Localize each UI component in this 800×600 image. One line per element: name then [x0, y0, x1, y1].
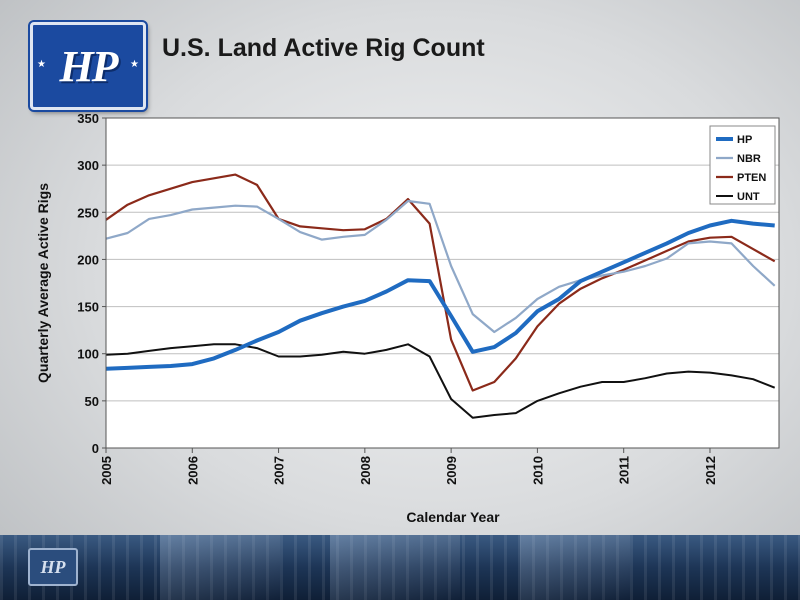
x-tick-label: 2012 [703, 456, 718, 485]
x-tick-label: 2010 [530, 456, 545, 485]
company-logo: ★ HP ★ [30, 22, 146, 110]
legend: HP NBR PTEN UNT [709, 125, 776, 205]
y-axis-label: Quarterly Average Active Rigs [35, 183, 51, 383]
y-tick-label: 250 [77, 205, 99, 220]
series-line-pten [105, 173, 776, 392]
y-tick-label: 200 [77, 252, 99, 267]
legend-label-unt: UNT [737, 191, 760, 203]
page-title: U.S. Land Active Rig Count [162, 34, 485, 62]
series-line-unt [105, 343, 776, 419]
y-tick-label: 300 [77, 158, 99, 173]
y-tick-label: 0 [92, 441, 99, 456]
star-icon: ★ [130, 59, 139, 70]
x-tick-label: 2006 [185, 456, 200, 485]
y-tick-label: 350 [77, 111, 99, 126]
legend-label-hp: HP [737, 134, 752, 146]
x-tick-label: 2009 [444, 456, 459, 485]
series-line-nbr [105, 199, 776, 334]
y-axis-ticks: 0 50 100 150 200 250 300 350 [77, 111, 106, 456]
y-tick-label: 50 [85, 394, 99, 409]
y-tick-label: 150 [77, 300, 99, 315]
plot-border [105, 117, 780, 449]
footer-logo: HP [28, 548, 78, 586]
x-axis-ticks: 2005 2006 2007 2008 2009 2010 2011 2012 [99, 448, 718, 485]
x-tick-label: 2005 [99, 456, 114, 485]
series-lines [105, 173, 776, 419]
plot-area [106, 118, 779, 448]
footer-photo-panel [520, 535, 630, 600]
series-line-hp [105, 218, 775, 371]
footer-photo-panel [160, 535, 280, 600]
x-tick-label: 2011 [617, 456, 632, 484]
x-axis-label: Calendar Year [406, 509, 500, 525]
legend-label-pten: PTEN [737, 172, 766, 184]
x-tick-label: 2007 [272, 456, 287, 485]
logo-text: HP [59, 41, 118, 91]
legend-label-nbr: NBR [737, 153, 761, 165]
footer-photo-strip [0, 535, 800, 600]
star-icon: ★ [37, 59, 46, 70]
x-tick-label: 2008 [358, 456, 373, 485]
footer-photo-panel [330, 535, 460, 600]
y-tick-label: 100 [77, 347, 99, 362]
